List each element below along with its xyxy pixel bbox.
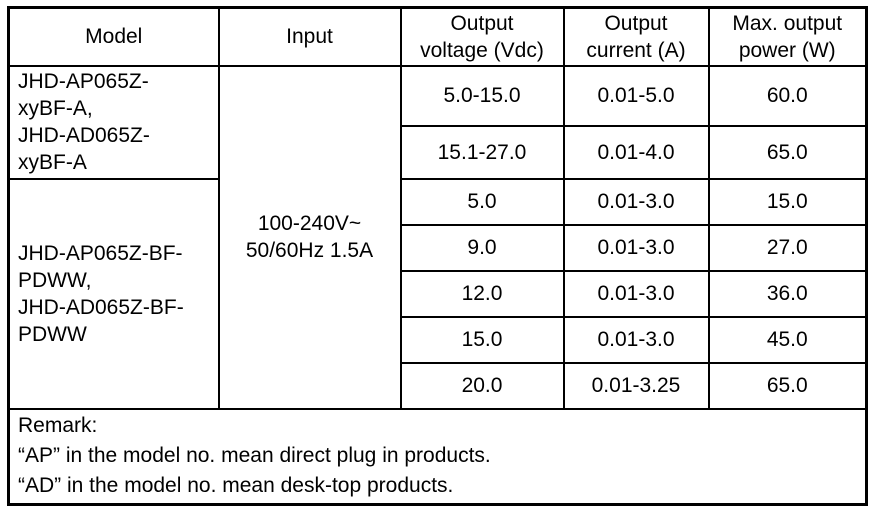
max-power-cell: 65.0 [707, 361, 868, 410]
table-row: 9.0 0.01-3.0 27.0 [9, 223, 868, 272]
output-voltage-cell: 20.0 [399, 361, 565, 410]
output-voltage-cell: 12.0 [399, 269, 565, 318]
table-row: 15.1-27.0 0.01-4.0 65.0 [9, 124, 868, 180]
table-row: 15.0 0.01-3.0 45.0 [9, 315, 868, 364]
output-voltage-cell: 5.0 [399, 177, 565, 226]
table-row: JHD-AP065Z- xyBF-A, JHD-AD065Z- xyBF-A 1… [7, 64, 868, 410]
output-voltage-cell: 15.0 [399, 315, 565, 364]
remark-title: Remark: [18, 413, 98, 437]
max-power-cell: 36.0 [707, 269, 868, 318]
table-row: 20.0 0.01-3.25 65.0 [9, 361, 868, 410]
max-power-cell: 45.0 [707, 315, 868, 364]
model-group-1-cell: JHD-AP065Z- xyBF-A, JHD-AD065Z- xyBF-A [7, 64, 220, 180]
max-power-cell: 27.0 [707, 223, 868, 272]
max-power-cell: 60.0 [707, 64, 868, 127]
col-header-output-voltage: Output voltage (Vdc) [399, 6, 565, 67]
output-voltage-cell: 9.0 [399, 223, 565, 272]
output-voltage-cell: 5.0-15.0 [399, 64, 565, 127]
output-current-cell: 0.01-3.0 [562, 177, 710, 226]
remark-row: Remark: “AP” in the model no. mean direc… [7, 407, 868, 505]
output-current-cell: 0.01-3.0 [562, 269, 710, 318]
col-header-input: Input [217, 6, 402, 67]
remark-cell: Remark: “AP” in the model no. mean direc… [7, 407, 868, 505]
input-spec-cell: 100-240V~ 50/60Hz 1.5A [217, 64, 402, 410]
header-row: Model Input Output voltage (Vdc) Output … [7, 6, 868, 67]
output-current-cell: 0.01-5.0 [562, 64, 710, 127]
col-header-max-output-power: Max. output power (W) [707, 6, 868, 67]
max-power-cell: 15.0 [707, 177, 868, 226]
output-current-cell: 0.01-4.0 [562, 124, 710, 180]
remark-line-ad: “AD” in the model no. mean desk-top prod… [18, 473, 454, 497]
output-current-cell: 0.01-3.0 [562, 223, 710, 272]
table-row: 12.0 0.01-3.0 36.0 [9, 269, 868, 318]
max-power-cell: 65.0 [707, 124, 868, 180]
output-voltage-cell: 15.1-27.0 [399, 124, 565, 180]
output-current-cell: 0.01-3.0 [562, 315, 710, 364]
col-header-model: Model [7, 6, 220, 67]
output-current-cell: 0.01-3.25 [562, 361, 710, 410]
col-header-output-current: Output current (A) [562, 6, 710, 67]
table-row: JHD-AP065Z-BF- PDWW, JHD-AD065Z-BF- PDWW… [7, 177, 868, 410]
power-spec-table: Model Input Output voltage (Vdc) Output … [7, 6, 868, 506]
model-group-2-cell: JHD-AP065Z-BF- PDWW, JHD-AD065Z-BF- PDWW [7, 177, 220, 410]
remark-line-ap: “AP” in the model no. mean direct plug i… [18, 443, 491, 467]
